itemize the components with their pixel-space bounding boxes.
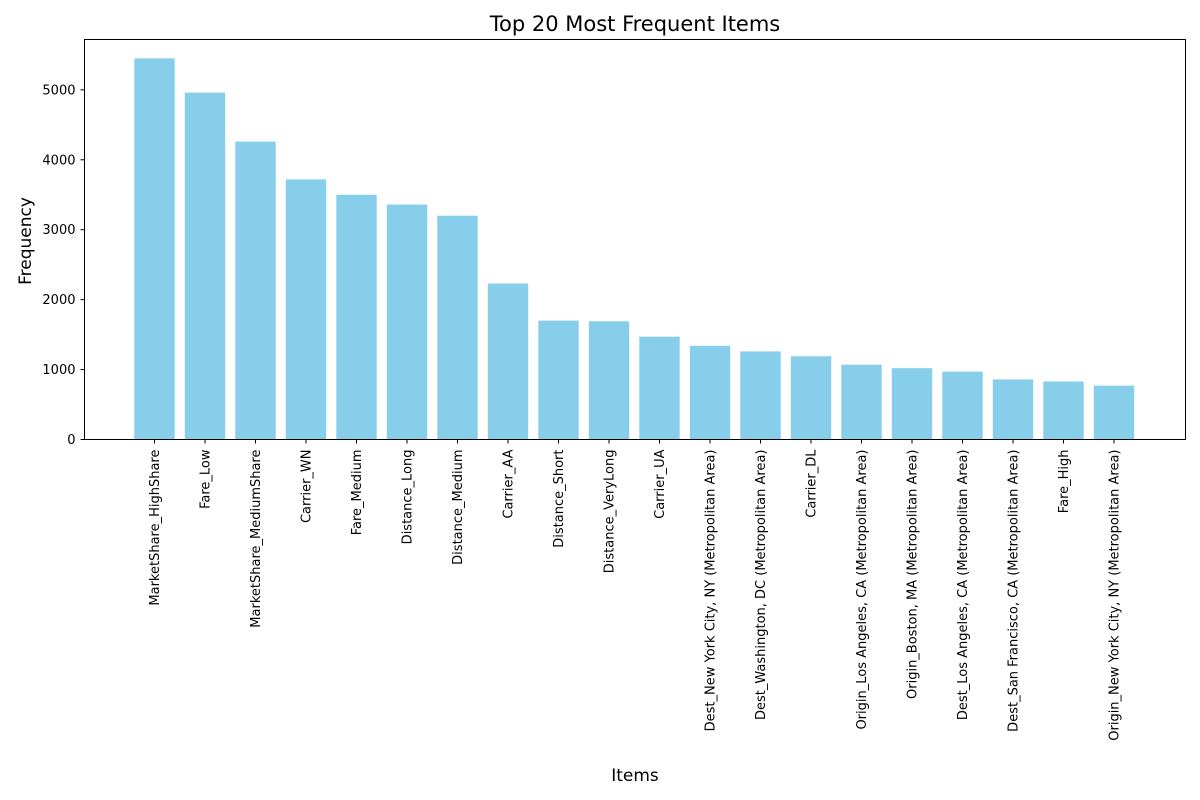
y-tick-label: 3000 (42, 223, 75, 238)
bar-12 (689, 345, 731, 440)
bar-18 (992, 379, 1034, 440)
x-tick-label: Dest_New York City, NY (Metropolitan Are… (704, 450, 719, 732)
x-tick-label: Distance_Medium (451, 450, 466, 565)
x-tick-label: Origin_New York City, NY (Metropolitan A… (1108, 450, 1123, 741)
y-tick-label: 1000 (42, 363, 75, 378)
bars-group (134, 58, 1135, 440)
bar-17 (942, 371, 983, 440)
x-axis-ticks: MarketShare_HighShare Fare_Low MarketShare… (148, 439, 1123, 741)
y-tick-label: 2000 (42, 293, 75, 308)
bar-6 (386, 204, 428, 440)
bar-4 (285, 179, 327, 440)
x-tick-label: Origin_Boston, MA (Metropolitan Area) (906, 450, 921, 699)
bar-16 (891, 368, 933, 440)
x-axis-label: Items (611, 766, 659, 786)
chart-title: Top 20 Most Frequent Items (489, 12, 781, 36)
x-tick-label: Distance_Long (401, 450, 416, 545)
y-axis-ticks: 0 1000 2000 3000 4000 5000 (42, 83, 85, 448)
bar-10 (588, 321, 630, 440)
plot-frame (84, 39, 1186, 440)
x-tick-label: Dest_Washington, DC (Metropolitan Area) (754, 450, 769, 721)
x-tick-label: MarketShare_MediumShare (249, 450, 264, 628)
bar-19 (1043, 381, 1084, 440)
x-tick-label: Carrier_DL (805, 449, 820, 518)
x-tick-label: MarketShare_HighShare (148, 450, 163, 606)
bar-15 (841, 364, 882, 440)
bar-20 (1093, 385, 1135, 440)
bar-14 (790, 356, 832, 440)
bar-5 (336, 194, 377, 440)
bar-1 (134, 58, 175, 440)
x-tick-label: Carrier_UA (653, 449, 668, 518)
x-tick-label: Dest_San Francisco, CA (Metropolitan Are… (1007, 450, 1022, 732)
y-axis-label: Frequency (16, 197, 36, 285)
x-tick-label: Dest_Los Angeles, CA (Metropolitan Area) (956, 450, 971, 721)
x-tick-label: Distance_VeryLong (603, 450, 618, 574)
x-tick-label: Carrier_AA (502, 449, 517, 518)
bar-2 (184, 92, 226, 440)
bar-9 (538, 320, 579, 440)
y-tick-label: 0 (67, 433, 75, 448)
x-tick-label: Carrier_WN (300, 450, 315, 524)
bar-8 (487, 283, 529, 440)
x-tick-label: Fare_High (1057, 450, 1072, 514)
x-tick-label: Fare_Medium (350, 450, 365, 536)
x-tick-label: Origin_Los Angeles, CA (Metropolitan Are… (855, 450, 870, 730)
bar-13 (740, 351, 781, 440)
y-tick-label: 5000 (42, 83, 75, 98)
bar-3 (235, 141, 276, 440)
bar-11 (639, 336, 680, 440)
x-tick-label: Fare_Low (199, 449, 214, 509)
y-tick-label: 4000 (42, 153, 75, 168)
x-tick-label: Distance_Short (552, 450, 567, 548)
bar-7 (437, 215, 478, 440)
